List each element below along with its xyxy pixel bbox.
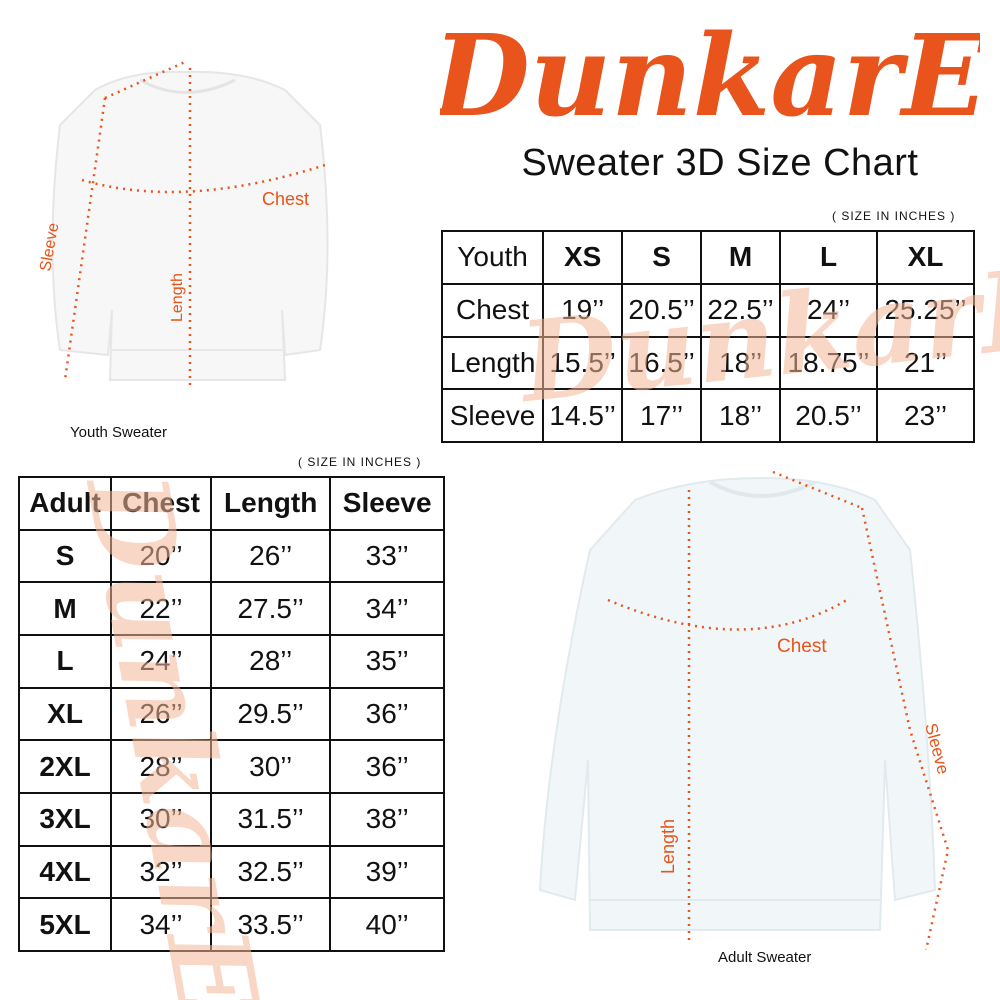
table-cell: 33’’ [329,528,445,584]
column-header: XS [542,230,624,285]
table-cell: 20’’ [110,528,212,584]
table-cell: 31.5’’ [209,791,332,847]
row-label: M [17,581,113,636]
table-cell: 28’’ [110,739,212,794]
table-cell: 15.5’’ [542,335,624,391]
table-cell: 20.5’’ [621,282,703,338]
table-cell: 36’’ [329,739,445,794]
table-row: Length 15.5’’ 16.5’’ 18’’ 18.75’’ 21’’ [440,335,975,391]
table-cell: 16.5’’ [621,335,703,391]
page-title: Sweater 3D Size Chart [521,142,919,184]
youth-length-label: Length [169,273,186,322]
table-cell: 40’’ [329,897,445,952]
table-row: Sleeve 14.5’’ 17’’ 18’’ 20.5’’ 23’’ [440,388,975,443]
youth-size-table: Youth XS S M L XL Chest 19’’ 20.5’’ 22.5’’ 24’’ 25.… [440,230,975,443]
table-cell: 21’’ [876,335,975,391]
row-label: 5XL [17,897,113,952]
table-cell: 20.5’’ [779,388,878,443]
table-cell: 28’’ [209,633,332,689]
row-label: XL [17,686,113,742]
table-cell: 18.75’’ [779,335,878,391]
row-label: 4XL [17,844,113,900]
table-cell: 30’’ [110,791,212,847]
adult-sweater-illustration: Chest Length Sleeve [538,470,953,950]
table-row: L 24’’ 28’’ 35’’ [17,633,445,689]
youth-caption: Youth Sweater [70,424,168,441]
table-cell: 18’’ [700,388,782,443]
column-header: L [779,230,878,285]
row-label: L [17,633,113,689]
table-cell: 35’’ [329,633,445,689]
table-cell: 25.25’’ [876,282,975,338]
column-header: M [700,230,782,285]
table-cell: 27.5’’ [209,581,332,636]
column-header: Sleeve [329,476,445,531]
table-row: XL 26’’ 29.5’’ 36’’ [17,686,445,742]
youth-sweater-illustration: Chest Length Sleeve [37,60,329,390]
table-cell: 33.5’’ [209,897,332,952]
row-label: Sleeve [440,388,545,443]
youth-unit-note: ( SIZE IN INCHES ) [832,209,956,223]
row-label: 3XL [17,791,113,847]
table-cell: 36’’ [329,686,445,742]
adult-unit-note: ( SIZE IN INCHES ) [298,455,422,469]
table-cell: 30’’ [209,739,332,794]
table-cell: 24’’ [779,282,878,338]
youth-chest-label: Chest [262,189,309,209]
table-cell: 32.5’’ [209,844,332,900]
table-row: 3XL 30’’ 31.5’’ 38’’ [17,791,445,847]
table-cell: 32’’ [110,844,212,900]
column-header: Adult [17,476,113,531]
table-cell: 26’’ [110,686,212,742]
table-cell: 38’’ [329,791,445,847]
row-label: 2XL [17,739,113,794]
header-row: Youth XS S M L XL [440,230,975,285]
table-cell: 22.5’’ [700,282,782,338]
table-cell: 23’’ [876,388,975,443]
column-header: Length [209,476,332,531]
column-header: S [621,230,703,285]
table-cell: 14.5’’ [542,388,624,443]
header-row: Adult Chest Length Sleeve [17,476,445,531]
adult-length-label: Length [658,819,678,874]
logo-text: DunkarE [440,11,980,140]
table-cell: 34’’ [110,897,212,952]
table-cell: 17’’ [621,388,703,443]
table-row: Chest 19’’ 20.5’’ 22.5’’ 24’’ 25.25’’ [440,282,975,338]
table-cell: 29.5’’ [209,686,332,742]
adult-chest-label: Chest [777,636,827,657]
row-label: Chest [440,282,545,338]
column-header: XL [876,230,975,285]
table-row: 4XL 32’’ 32.5’’ 39’’ [17,844,445,900]
brand-logo: DunkarE [440,11,980,140]
table-cell: 34’’ [329,581,445,636]
adult-caption: Adult Sweater [718,949,812,966]
table-row: M 22’’ 27.5’’ 34’’ [17,581,445,636]
column-header: Youth [440,230,545,285]
table-row: S 20’’ 26’’ 33’’ [17,528,445,584]
table-cell: 22’’ [110,581,212,636]
table-cell: 19’’ [542,282,624,338]
table-cell: 26’’ [209,528,332,584]
adult-size-table: Adult Chest Length Sleeve S 20’’ 26’’ 33’’ M 22’’… [17,476,445,952]
table-cell: 39’’ [329,844,445,900]
table-row: 5XL 34’’ 33.5’’ 40’’ [17,897,445,952]
row-label: Length [440,335,545,391]
row-label: S [17,528,113,584]
column-header: Chest [110,476,212,531]
table-cell: 18’’ [700,335,782,391]
table-cell: 24’’ [110,633,212,689]
table-row: 2XL 28’’ 30’’ 36’’ [17,739,445,794]
